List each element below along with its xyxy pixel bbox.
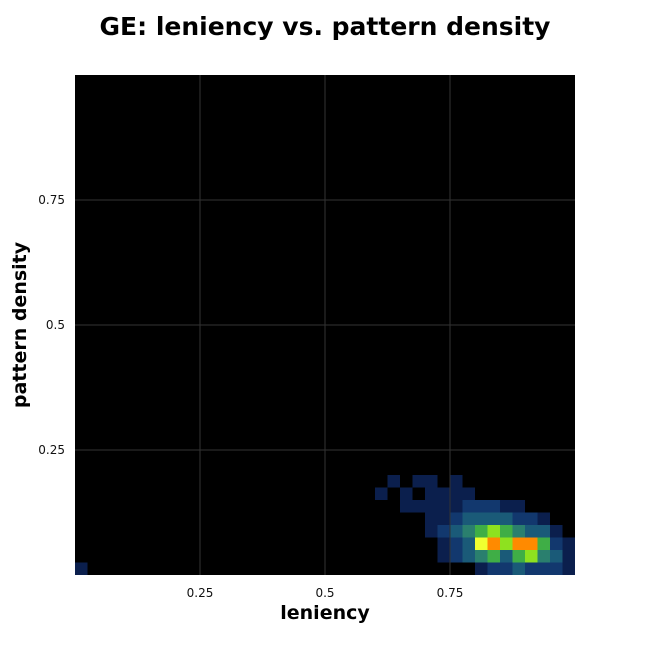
heatmap-cell	[525, 537, 538, 550]
heatmap-cell	[537, 562, 550, 575]
heatmap-cell	[475, 525, 488, 538]
chart-title: GE: leniency vs. pattern density	[99, 12, 551, 41]
heatmap-cell	[462, 500, 475, 513]
heatmap-cell	[450, 487, 463, 500]
heatmap-cell	[537, 550, 550, 563]
heatmap-cell	[475, 500, 488, 513]
heatmap-cell	[512, 525, 525, 538]
x-tick-label: 0.75	[437, 586, 464, 600]
heatmap-cell	[487, 525, 500, 538]
heatmap-cell	[487, 512, 500, 525]
heatmap-cell	[387, 475, 400, 488]
heatmap-cell	[437, 512, 450, 525]
heatmap-cell	[475, 550, 488, 563]
heatmap-cell	[450, 525, 463, 538]
heatmap-cell	[525, 562, 538, 575]
heatmap-cell	[437, 500, 450, 513]
heatmap-cell	[500, 500, 513, 513]
heatmap-cell	[412, 475, 425, 488]
heatmap-cell	[425, 500, 438, 513]
heatmap-cell	[450, 537, 463, 550]
grid-lines	[75, 75, 575, 575]
heatmap-cell	[500, 550, 513, 563]
heatmap-cell	[500, 525, 513, 538]
heatmap-cell	[475, 537, 488, 550]
heatmap-cell	[500, 562, 513, 575]
heatmap-cell	[512, 562, 525, 575]
heatmap-cell	[450, 500, 463, 513]
y-tick-label: 0.25	[38, 443, 65, 457]
heatmap-cell	[500, 537, 513, 550]
heatmap-cell	[400, 487, 413, 500]
tick-labels: 0.25 0.5 0.75 0.25 0.5 0.75	[38, 193, 463, 600]
y-tick-label: 0.75	[38, 193, 65, 207]
heatmap-cell	[462, 512, 475, 525]
heatmap-cell	[562, 550, 575, 563]
heatmap-cell	[525, 550, 538, 563]
heatmap-cell	[450, 475, 463, 488]
heatmap-cell	[437, 550, 450, 563]
heatmap-cell	[562, 562, 575, 575]
heatmap-cell	[75, 562, 88, 575]
heatmap-cell	[425, 512, 438, 525]
heatmap-cell	[550, 525, 563, 538]
x-tick-label: 0.5	[315, 586, 334, 600]
heatmap-cell	[425, 487, 438, 500]
heatmap-cell	[550, 550, 563, 563]
heatmap-cell	[562, 537, 575, 550]
heatmap-cell	[487, 550, 500, 563]
heatmap-cell	[487, 537, 500, 550]
x-axis-label: leniency	[280, 602, 370, 624]
heatmap-cell	[475, 562, 488, 575]
heatmap-cell	[375, 487, 388, 500]
heatmap-cell	[400, 500, 413, 513]
heatmap-cell	[462, 550, 475, 563]
heatmap-cell	[512, 550, 525, 563]
heatmap-cell	[537, 525, 550, 538]
heatmap-cell	[462, 487, 475, 500]
heatmap-cell	[512, 512, 525, 525]
heatmap-cell	[450, 550, 463, 563]
heatmap-cell	[500, 512, 513, 525]
heatmap-cell	[462, 525, 475, 538]
heatmap-cell	[475, 512, 488, 525]
heatmap-cell	[450, 512, 463, 525]
heatmap-cell	[487, 562, 500, 575]
heatmap-cell	[487, 500, 500, 513]
heatmap-cell	[537, 537, 550, 550]
heatmap-cell	[550, 562, 563, 575]
heatmap-cell	[437, 525, 450, 538]
heatmap-cell	[437, 537, 450, 550]
heatmap-cell	[512, 500, 525, 513]
heatmap-cell	[425, 525, 438, 538]
heatmap-cells	[75, 475, 575, 575]
y-axis-label: pattern density	[9, 241, 31, 409]
heatmap-cell	[550, 537, 563, 550]
heatmap-cell	[537, 512, 550, 525]
heatmap-cell	[412, 500, 425, 513]
heatmap-cell	[425, 475, 438, 488]
y-tick-label: 0.5	[46, 318, 65, 332]
heatmap-cell	[525, 525, 538, 538]
heatmap-cell	[437, 487, 450, 500]
heatmap-cell	[512, 537, 525, 550]
heatmap-cell	[525, 512, 538, 525]
heatmap-cell	[462, 537, 475, 550]
x-tick-label: 0.25	[187, 586, 214, 600]
